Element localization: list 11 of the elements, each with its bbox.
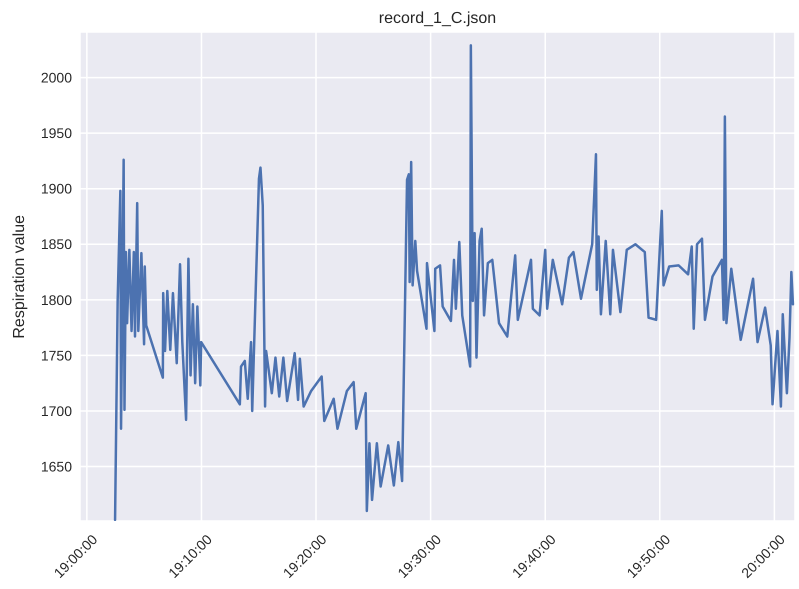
chart-title: record_1_C.json — [378, 9, 498, 29]
line-series — [114, 44, 794, 521]
y-tick-label: 2000 — [40, 70, 72, 86]
y-tick-label: 1800 — [40, 292, 72, 308]
y-axis-title: Respiration value — [10, 214, 29, 338]
y-tick-label: 1950 — [40, 125, 72, 142]
y-tick-label: 1850 — [40, 236, 72, 252]
y-tick-label: 1750 — [40, 347, 72, 364]
y-tick-label: 1650 — [40, 458, 72, 475]
y-tick-label: 1900 — [40, 180, 72, 197]
y-tick-label: 1700 — [40, 402, 72, 419]
